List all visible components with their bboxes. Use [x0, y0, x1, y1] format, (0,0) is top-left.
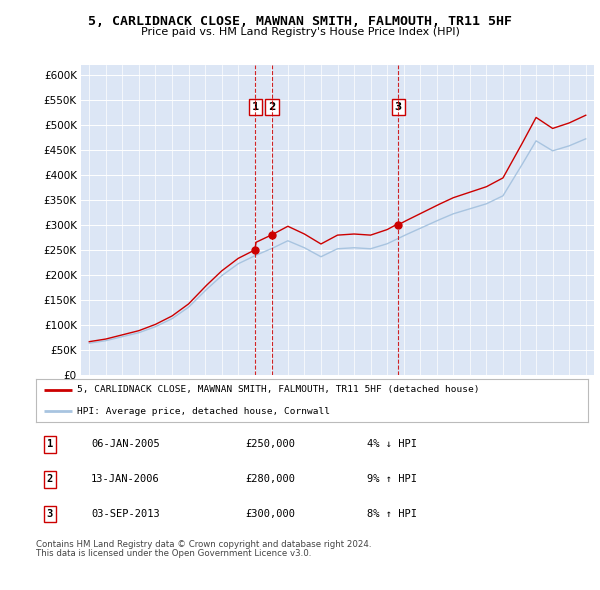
Text: 5, CARLIDNACK CLOSE, MAWNAN SMITH, FALMOUTH, TR11 5HF: 5, CARLIDNACK CLOSE, MAWNAN SMITH, FALMO… — [88, 15, 512, 28]
Text: Price paid vs. HM Land Registry's House Price Index (HPI): Price paid vs. HM Land Registry's House … — [140, 27, 460, 37]
Text: 2: 2 — [47, 474, 53, 484]
Text: 03-SEP-2013: 03-SEP-2013 — [91, 509, 160, 519]
Text: 06-JAN-2005: 06-JAN-2005 — [91, 440, 160, 450]
Text: 8% ↑ HPI: 8% ↑ HPI — [367, 509, 417, 519]
Text: 9% ↑ HPI: 9% ↑ HPI — [367, 474, 417, 484]
Text: HPI: Average price, detached house, Cornwall: HPI: Average price, detached house, Corn… — [77, 407, 331, 416]
Text: 5, CARLIDNACK CLOSE, MAWNAN SMITH, FALMOUTH, TR11 5HF (detached house): 5, CARLIDNACK CLOSE, MAWNAN SMITH, FALMO… — [77, 385, 480, 395]
Text: 2: 2 — [268, 101, 275, 112]
Text: 13-JAN-2006: 13-JAN-2006 — [91, 474, 160, 484]
Text: £280,000: £280,000 — [246, 474, 296, 484]
Text: 3: 3 — [395, 101, 402, 112]
Text: £250,000: £250,000 — [246, 440, 296, 450]
Text: 3: 3 — [47, 509, 53, 519]
Text: This data is licensed under the Open Government Licence v3.0.: This data is licensed under the Open Gov… — [36, 549, 311, 558]
Text: 4% ↓ HPI: 4% ↓ HPI — [367, 440, 417, 450]
Text: £300,000: £300,000 — [246, 509, 296, 519]
Text: 1: 1 — [47, 440, 53, 450]
Text: 1: 1 — [251, 101, 259, 112]
Text: Contains HM Land Registry data © Crown copyright and database right 2024.: Contains HM Land Registry data © Crown c… — [36, 540, 371, 549]
